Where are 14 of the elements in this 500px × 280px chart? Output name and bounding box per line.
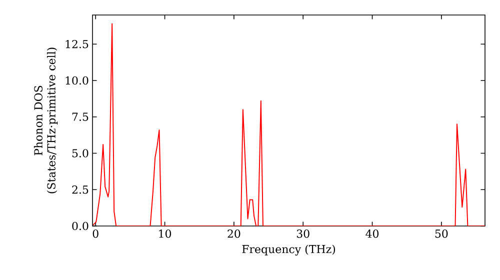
x-tick-label: 50	[435, 230, 448, 238]
x-tick-label: 30	[296, 230, 310, 238]
x-axis-title: Frequency (THz)	[242, 244, 336, 256]
y-tick-label: 5.0	[72, 149, 88, 158]
x-tick-label: 20	[228, 230, 240, 238]
x-tick-label: 40	[366, 230, 379, 238]
y-tick-label: 2.5	[72, 185, 88, 194]
y-tick-label: 10.0	[66, 76, 88, 85]
x-tick-label: 10	[159, 230, 172, 238]
y-axis-title: Phonon DOS (States/THz·primitive cell)	[34, 48, 58, 194]
y-tick-label: 7.5	[72, 112, 88, 121]
x-tick-label: 0	[92, 230, 98, 238]
y-tick-label: 12.5	[66, 40, 88, 48]
y-tick-label: 0.0	[72, 222, 88, 230]
